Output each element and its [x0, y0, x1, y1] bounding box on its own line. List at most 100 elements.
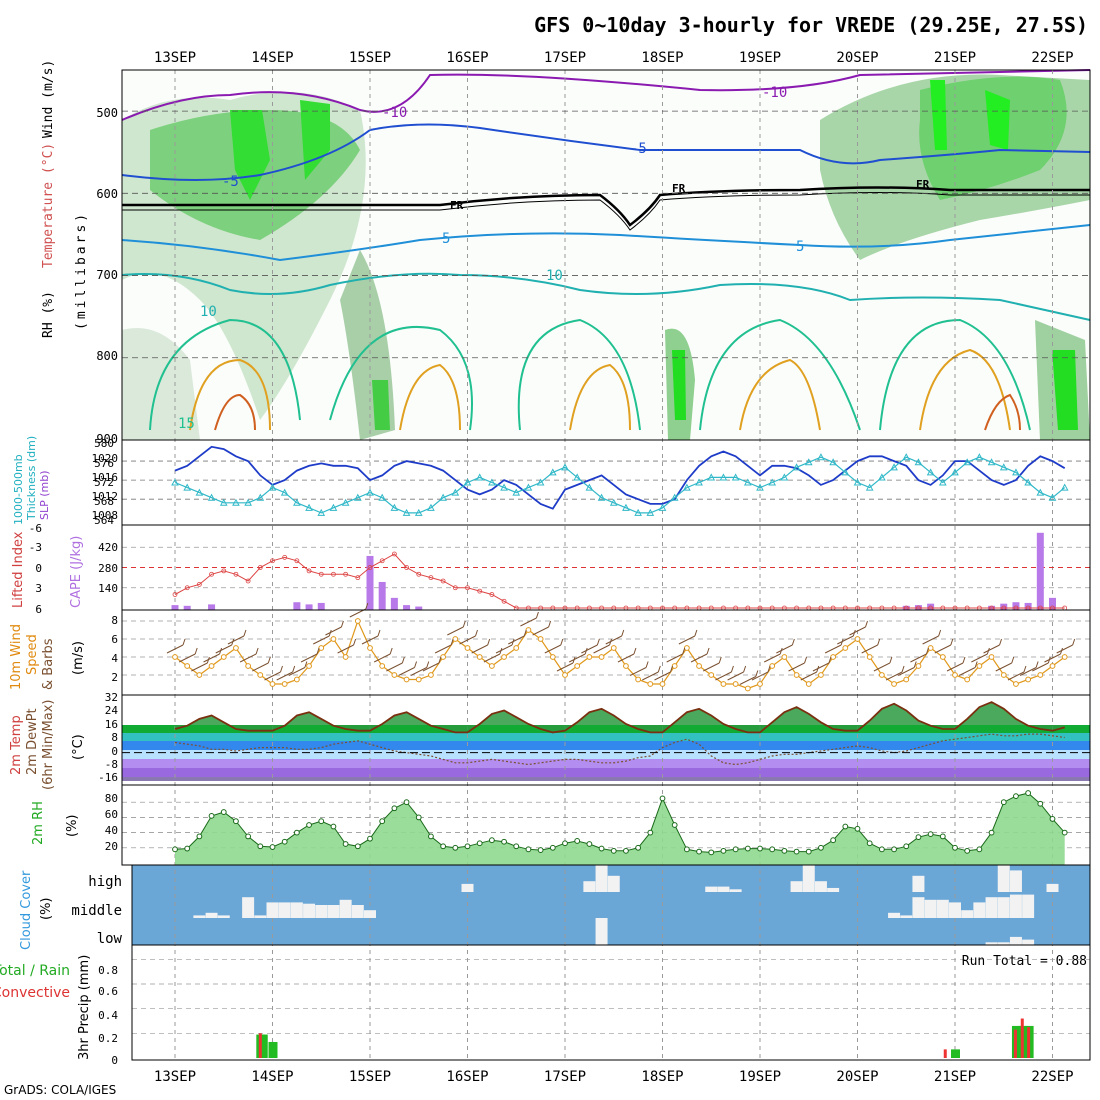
- bar-cloud_high: [997, 865, 1010, 892]
- date-label-bottom: 19SEP: [739, 1069, 781, 1085]
- wind-barb: [166, 644, 184, 654]
- bar-cloud_middle: [290, 902, 303, 918]
- point-wind_speed: [952, 672, 958, 678]
- point-rh_2m: [245, 833, 252, 840]
- point-wind_speed: [647, 681, 654, 687]
- precip-tick-06: 0.6: [98, 985, 118, 998]
- bar-cloud_middle: [973, 902, 986, 918]
- point-thickness: [768, 478, 777, 486]
- point-rh_2m: [903, 843, 910, 850]
- point-thickness: [1060, 483, 1069, 491]
- upper-contour-labels: -10 -10 -5 -5 FR FR FR 5 5 10 10 15: [178, 85, 930, 432]
- wind-barb-flag: [633, 647, 637, 655]
- bar-cloud_middle: [278, 902, 291, 918]
- wind-barb: [642, 671, 659, 681]
- point-thickness: [317, 508, 326, 516]
- point-rh_2m: [562, 840, 568, 847]
- point-wind_speed: [976, 663, 983, 669]
- point-lifted-index: [452, 585, 458, 591]
- point-rh_2m: [379, 818, 386, 825]
- point-wind_speed: [537, 636, 544, 642]
- point-rh_2m: [342, 841, 349, 847]
- wind-ylabel-c: & Barbs: [41, 638, 56, 690]
- wind-barb: [605, 635, 622, 645]
- point-rh_2m: [184, 845, 191, 852]
- cape-left-tick-m3: -3: [29, 541, 42, 554]
- wind-barb: [203, 653, 220, 663]
- upper-tick-800: 800: [96, 349, 118, 363]
- point-wind_speed: [245, 663, 252, 669]
- point-thickness: [427, 503, 435, 511]
- cape-axis-labels: -6 -3 0 3 6 420 280 140 Lifted Index CAP…: [11, 522, 118, 616]
- date-label-bottom: 14SEP: [251, 1069, 293, 1085]
- slp-left-tick-576: 576: [94, 457, 114, 470]
- point-rh_2m: [671, 822, 678, 828]
- point-rh_2m: [1037, 800, 1044, 807]
- point-wind_speed: [452, 636, 459, 642]
- upper-ylabel-wind: Wind (m/s): [41, 60, 56, 138]
- bar-cape: [378, 581, 386, 610]
- rh-shade-day8-bright2: [985, 90, 1010, 150]
- point-thickness: [938, 478, 947, 486]
- bar-precip-convective: [1027, 1027, 1031, 1058]
- wind-barb-flag: [243, 629, 247, 637]
- point-thickness: [536, 478, 545, 486]
- wind-barb: [556, 662, 574, 672]
- point-rh_2m: [208, 812, 215, 819]
- contour-plus20: [189, 348, 1011, 431]
- contour-plus5: [121, 224, 1091, 262]
- point-thickness: [731, 473, 740, 481]
- wind-barb: [313, 635, 330, 645]
- wind-barb-flag: [999, 638, 1003, 646]
- wind-tick-4: 4: [111, 652, 118, 665]
- point-rh_2m: [647, 829, 654, 836]
- wind-barb: [178, 653, 196, 663]
- bar-cloud_middle: [936, 899, 949, 918]
- cloud-ylabel-b: (%): [39, 898, 54, 921]
- point-rh_2m: [476, 840, 483, 847]
- bar-cape: [1000, 603, 1008, 610]
- wind-barb-flag: [487, 638, 491, 646]
- bar-cape: [366, 555, 374, 610]
- point-thickness: [500, 483, 508, 491]
- slp-axis-labels: 580 576 572 568 564 1020 1016 1012 1008 …: [12, 436, 118, 527]
- wind-barb-flag: [1023, 665, 1027, 673]
- point-wind_speed: [403, 676, 410, 683]
- point-thickness: [171, 478, 179, 486]
- wind-barb: [776, 644, 793, 654]
- wind-barb-flag: [950, 638, 954, 646]
- band-cool: [122, 741, 1090, 750]
- bar-cape: [171, 605, 179, 610]
- wind-barb: [239, 653, 257, 663]
- point-rh_2m: [598, 845, 605, 852]
- bar-cloud_middle: [242, 897, 255, 918]
- point-wind_speed: [744, 685, 751, 692]
- wind-barb-flag: [401, 656, 405, 664]
- wind-barb: [593, 644, 610, 654]
- point-rh_2m: [927, 831, 934, 838]
- point-thickness: [951, 468, 959, 476]
- point-thickness: [1036, 488, 1045, 496]
- date-label-top: 21SEP: [934, 50, 976, 66]
- point-thickness: [670, 493, 679, 501]
- date-label-top: 18SEP: [641, 50, 683, 66]
- wind-barb: [544, 644, 562, 654]
- point-thickness: [573, 473, 582, 481]
- bar-cloud_middle: [254, 915, 267, 918]
- bar-cape: [390, 597, 398, 610]
- wind-barb-flag: [767, 665, 771, 673]
- rh-tick-20: 20: [105, 840, 118, 853]
- wind-barb: [422, 662, 440, 672]
- cape-ylabel-cape: CAPE (J/kg): [69, 536, 84, 608]
- wind-barb: [459, 635, 476, 645]
- point-thickness: [865, 483, 874, 491]
- rh-ylabel-b: (%): [65, 815, 80, 838]
- point-thickness: [902, 453, 911, 461]
- wind-barb: [215, 644, 232, 654]
- wind-barb-flag: [596, 638, 600, 646]
- bar-cloud_middle: [949, 902, 961, 918]
- wind-barb: [751, 671, 769, 681]
- point-rh_2m: [330, 823, 337, 830]
- point-wind_speed: [891, 681, 897, 687]
- contour-label-minus5-a: -5: [222, 174, 239, 190]
